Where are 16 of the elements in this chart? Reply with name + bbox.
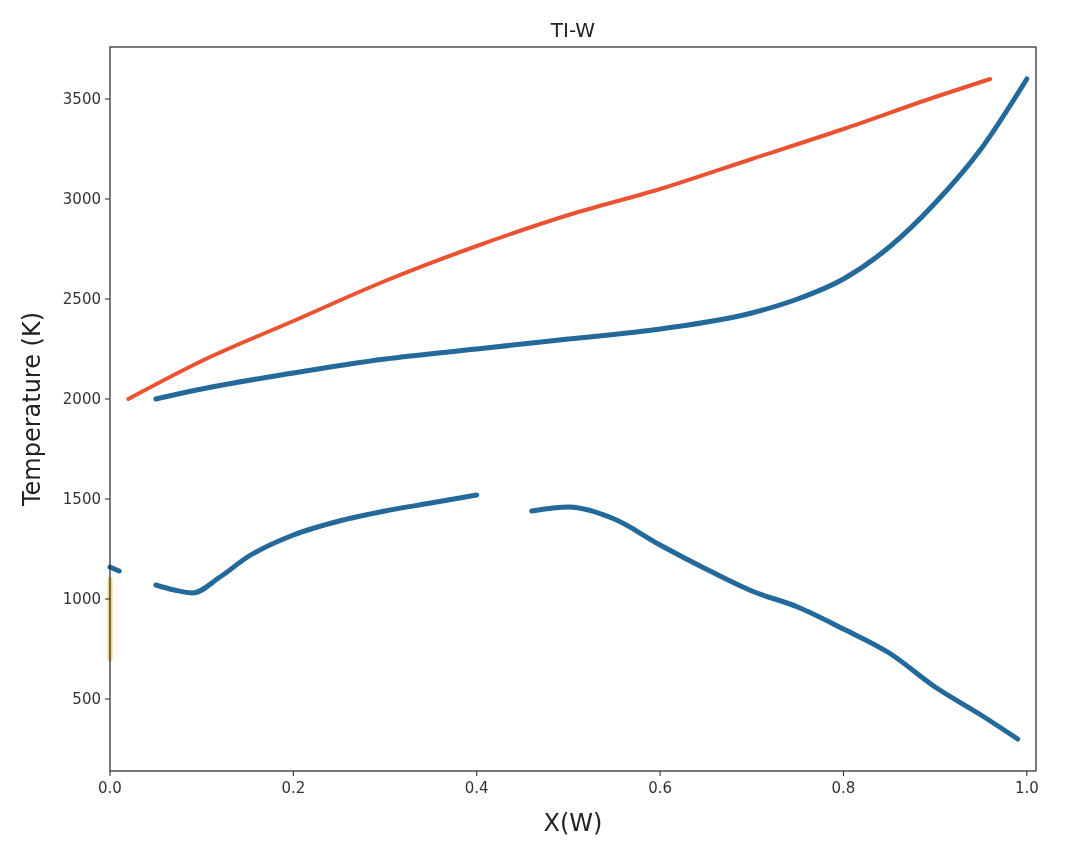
y-tick-label: 2000	[62, 390, 101, 408]
x-tick-label: 0.8	[831, 779, 856, 797]
y-tick-label: 2500	[62, 290, 101, 308]
x-axis-title: X(W)	[543, 809, 603, 837]
y-tick-label: 3000	[62, 190, 101, 208]
y-tick-label: 3500	[62, 90, 101, 108]
x-tick-label: 0.0	[98, 779, 122, 797]
chart-title: TI-W	[549, 18, 596, 42]
x-tick-label: 0.2	[281, 779, 306, 797]
y-tick-label: 1500	[62, 490, 101, 508]
x-tick-label: 0.6	[648, 779, 673, 797]
x-tick-label: 1.0	[1014, 779, 1039, 797]
y-tick-label: 1000	[62, 590, 101, 608]
y-axis-title: Temperature (K)	[18, 311, 46, 508]
x-tick-label: 0.4	[464, 779, 489, 797]
y-tick-label: 500	[72, 690, 101, 708]
